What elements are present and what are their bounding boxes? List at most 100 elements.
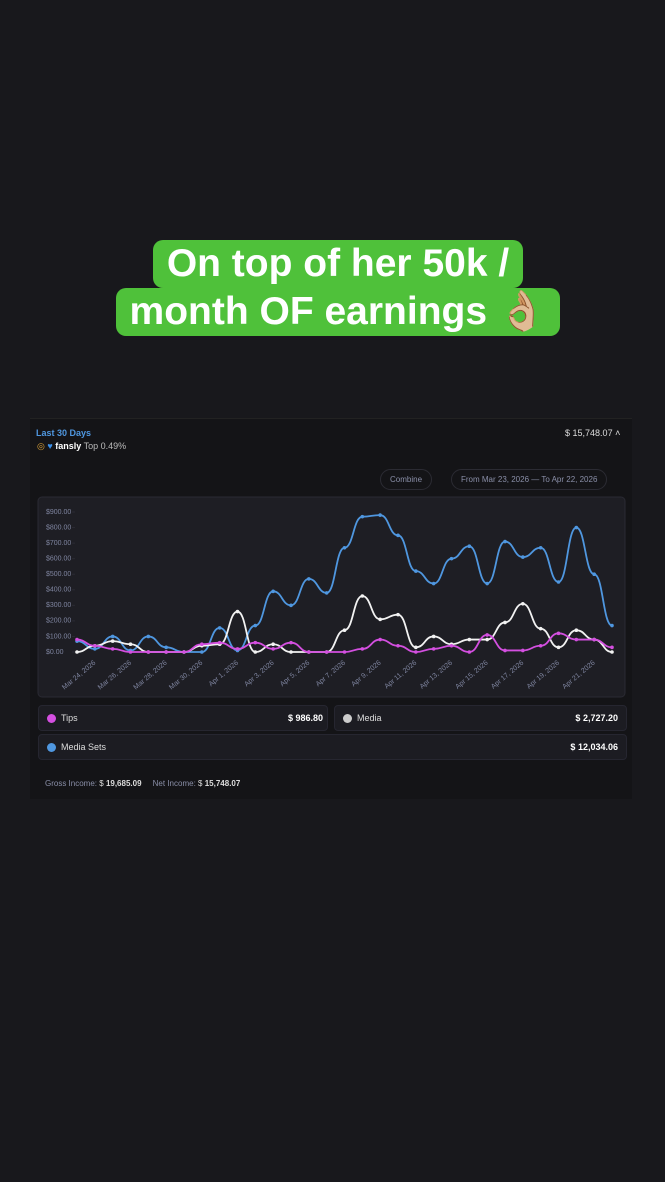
point xyxy=(431,634,436,639)
brand-row: ◎ ♥ fansly Top 0.49% xyxy=(37,441,126,452)
point xyxy=(467,637,472,642)
y-tick-label: $700.00 xyxy=(46,540,71,547)
plot-panel xyxy=(37,496,626,698)
legend-value: 12,034.06 xyxy=(577,742,618,752)
point xyxy=(307,577,311,581)
point xyxy=(485,637,489,642)
point xyxy=(396,643,400,648)
point xyxy=(200,642,204,647)
net-value: 15,748.07 xyxy=(204,779,241,788)
point xyxy=(378,617,382,622)
total[interactable]: $ 15,748.07 ˄ xyxy=(565,428,621,438)
gross-value: 19,685.09 xyxy=(105,779,142,788)
point xyxy=(574,628,579,633)
legend-name: Tips xyxy=(61,713,78,723)
legend-media[interactable]: Media $ 2,727.20 xyxy=(334,705,627,731)
legend-swatch xyxy=(47,743,56,753)
point xyxy=(146,634,151,639)
point xyxy=(396,533,400,538)
point xyxy=(200,650,204,654)
point xyxy=(521,648,525,653)
point xyxy=(93,647,97,651)
point xyxy=(217,626,222,630)
currency: $ xyxy=(575,713,581,723)
currency: $ xyxy=(565,428,571,438)
point xyxy=(485,581,489,586)
y-tick-label: $900.00 xyxy=(46,509,71,516)
point xyxy=(110,639,115,643)
rank: Top 0.49% xyxy=(83,441,127,451)
point xyxy=(449,643,454,648)
point xyxy=(182,650,186,654)
point xyxy=(538,626,543,631)
point xyxy=(592,572,596,577)
point xyxy=(146,650,151,654)
point xyxy=(217,640,222,645)
currency: $ xyxy=(198,779,203,788)
point xyxy=(538,545,543,550)
point xyxy=(503,648,507,653)
caption-line: On top of her 50k / xyxy=(152,240,524,288)
point xyxy=(289,640,293,645)
caption-line: month OF earnings 👌🏼 xyxy=(115,288,561,336)
point xyxy=(574,525,579,530)
point xyxy=(360,514,365,519)
point xyxy=(396,612,400,617)
point xyxy=(503,539,507,544)
brand-icon: ♥ xyxy=(47,441,53,451)
currency: $ xyxy=(99,779,104,788)
combine-label: Combine xyxy=(390,475,423,484)
currency: $ xyxy=(570,742,576,752)
point xyxy=(360,594,365,598)
y-tick-label: $200.00 xyxy=(46,618,71,625)
point xyxy=(271,647,275,651)
point xyxy=(289,603,293,608)
y-tick-label: $800.00 xyxy=(46,524,71,531)
point xyxy=(342,628,347,633)
combine-button[interactable]: Combine xyxy=(380,469,433,490)
point xyxy=(253,640,258,645)
legend-tips[interactable]: Tips $ 986.80 xyxy=(38,705,328,731)
point xyxy=(75,637,79,642)
total-value: 15,748.07 xyxy=(572,428,613,438)
point xyxy=(324,591,329,595)
point xyxy=(521,555,525,559)
point xyxy=(378,513,382,517)
point xyxy=(485,633,489,637)
point xyxy=(93,643,97,648)
caption: On top of her 50k / month OF earnings 👌🏼 xyxy=(111,240,565,336)
point xyxy=(414,650,418,654)
date-range[interactable]: From Mar 23, 2026 — To Apr 22, 2026 xyxy=(451,469,608,490)
point xyxy=(414,569,418,573)
badge-icon: ◎ xyxy=(37,441,45,451)
point xyxy=(378,637,382,642)
point xyxy=(610,645,614,650)
gross-label: Gross Income: xyxy=(45,779,98,788)
point xyxy=(307,650,311,654)
point xyxy=(431,647,436,651)
point xyxy=(449,556,454,561)
point xyxy=(324,650,329,654)
point xyxy=(574,637,579,642)
point xyxy=(414,645,418,650)
y-tick-label: $0.00 xyxy=(46,649,64,656)
point xyxy=(235,647,240,651)
point xyxy=(503,620,507,625)
point xyxy=(360,647,365,651)
legend-media-sets[interactable]: Media Sets $ 12,034.06 xyxy=(38,734,627,760)
legend-value: 986.80 xyxy=(295,713,323,723)
point xyxy=(342,545,347,550)
period[interactable]: Last 30 Days xyxy=(36,428,92,438)
point xyxy=(342,650,347,654)
point xyxy=(271,589,275,594)
point xyxy=(253,650,258,654)
brand: fansly xyxy=(55,441,82,451)
chart: $0.00 $100.00 $200.00 $300.00 $400.00 $500.00… xyxy=(37,496,626,698)
legend-value: 2,727.20 xyxy=(582,713,618,723)
y-tick-label: $300.00 xyxy=(46,602,71,609)
point xyxy=(556,645,561,650)
point xyxy=(110,634,115,639)
point xyxy=(538,643,543,648)
y-tick-label: $100.00 xyxy=(46,633,71,640)
